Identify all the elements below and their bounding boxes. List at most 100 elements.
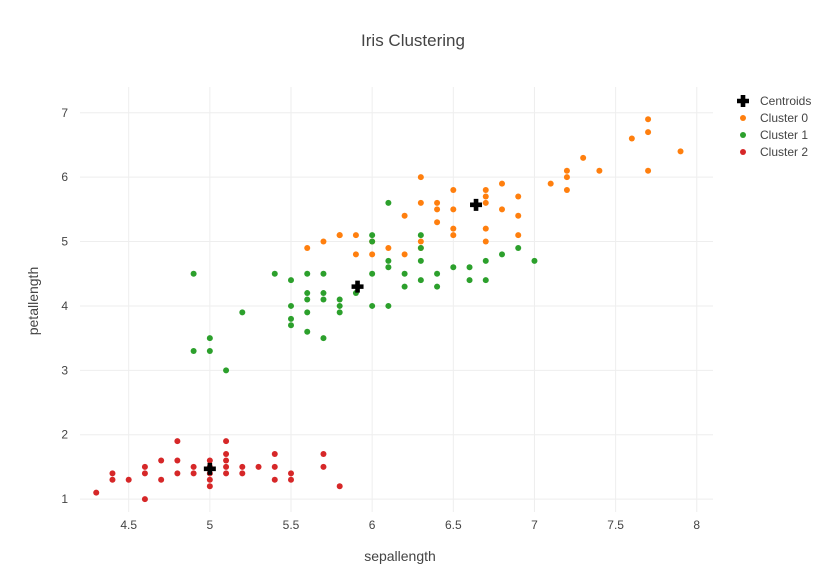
series-cluster-0 xyxy=(304,116,684,258)
y-axis-ticks: 1 2 3 4 5 6 7 xyxy=(61,106,68,506)
centroid-marker xyxy=(351,280,364,293)
data-point xyxy=(369,232,376,239)
data-point xyxy=(401,212,408,219)
data-point xyxy=(141,463,148,470)
data-point xyxy=(320,270,327,277)
data-point xyxy=(499,251,505,258)
centroid-marker xyxy=(203,462,216,475)
data-point xyxy=(288,470,294,477)
series-cluster-2 xyxy=(93,438,343,503)
series-centroids xyxy=(203,198,483,475)
data-point xyxy=(515,193,522,200)
legend-dot-icon xyxy=(740,115,746,121)
data-point xyxy=(385,244,392,251)
data-point xyxy=(482,199,489,206)
legend[interactable]: Centroids Cluster 0 Cluster 1 Cluster 2 xyxy=(737,94,811,159)
data-point xyxy=(385,199,392,206)
data-point xyxy=(320,290,327,297)
data-point xyxy=(547,180,554,187)
data-point xyxy=(320,451,327,458)
data-point xyxy=(109,476,116,483)
data-point xyxy=(450,206,457,213)
legend-item[interactable]: Centroids xyxy=(737,94,811,108)
data-point xyxy=(450,264,457,271)
data-point xyxy=(434,283,441,290)
data-point xyxy=(352,251,359,258)
data-point xyxy=(223,463,230,470)
data-point xyxy=(320,335,327,342)
data-point xyxy=(499,206,505,213)
legend-dot-icon xyxy=(740,149,746,155)
x-tick-label: 5.5 xyxy=(283,518,300,532)
y-tick-label: 5 xyxy=(61,235,68,249)
legend-label: Cluster 2 xyxy=(760,145,808,159)
data-point xyxy=(369,270,376,277)
data-point xyxy=(206,348,213,355)
data-point xyxy=(645,129,652,136)
data-point xyxy=(320,463,327,470)
data-point xyxy=(417,174,424,181)
data-point xyxy=(141,470,148,477)
data-point xyxy=(417,244,424,251)
data-point xyxy=(206,457,213,464)
data-point xyxy=(288,302,294,309)
x-axis-title: sepallength xyxy=(364,548,436,564)
chart-title: Iris Clustering xyxy=(361,31,465,50)
data-point xyxy=(158,476,165,483)
data-point xyxy=(336,232,343,239)
data-point xyxy=(450,187,457,194)
data-point xyxy=(174,470,181,477)
data-point xyxy=(288,322,294,329)
data-point xyxy=(434,199,441,206)
centroid-marker xyxy=(470,198,483,211)
data-point xyxy=(450,225,457,232)
data-point xyxy=(304,296,311,303)
gridlines xyxy=(80,87,713,512)
series-cluster-1 xyxy=(190,199,538,374)
data-point xyxy=(369,238,376,245)
data-point xyxy=(450,232,457,239)
y-tick-label: 6 xyxy=(61,170,68,184)
data-point xyxy=(271,476,278,483)
y-tick-label: 4 xyxy=(61,299,68,313)
data-point xyxy=(288,315,294,322)
data-point xyxy=(190,470,197,477)
data-point xyxy=(271,463,278,470)
data-point xyxy=(385,257,392,264)
legend-item[interactable]: Cluster 0 xyxy=(740,111,808,125)
data-point xyxy=(482,238,489,245)
data-point xyxy=(336,302,343,309)
x-tick-label: 8 xyxy=(693,518,700,532)
data-point xyxy=(401,283,408,290)
data-point xyxy=(563,167,570,174)
y-axis-title: petallength xyxy=(25,267,41,336)
data-point xyxy=(417,199,424,206)
data-point xyxy=(271,270,278,277)
data-point xyxy=(515,232,522,239)
data-point xyxy=(239,309,246,316)
data-point xyxy=(304,328,311,335)
data-point xyxy=(206,483,213,490)
data-point xyxy=(336,309,343,316)
data-point xyxy=(515,244,522,251)
data-point xyxy=(401,270,408,277)
legend-label: Cluster 0 xyxy=(760,111,808,125)
data-point xyxy=(515,212,522,219)
data-point xyxy=(434,219,441,226)
data-point xyxy=(401,251,408,258)
data-point xyxy=(304,290,311,297)
legend-item[interactable]: Cluster 1 xyxy=(740,128,808,142)
data-point xyxy=(580,154,587,161)
x-tick-label: 7 xyxy=(531,518,538,532)
legend-item[interactable]: Cluster 2 xyxy=(740,145,808,159)
data-point xyxy=(336,296,343,303)
legend-dot-icon xyxy=(740,132,746,138)
data-point xyxy=(223,438,230,445)
data-point xyxy=(125,476,132,483)
data-point xyxy=(206,335,213,342)
data-point xyxy=(645,116,652,123)
x-tick-label: 7.5 xyxy=(607,518,624,532)
data-point xyxy=(239,470,246,477)
data-point xyxy=(206,476,213,483)
data-point xyxy=(304,270,311,277)
